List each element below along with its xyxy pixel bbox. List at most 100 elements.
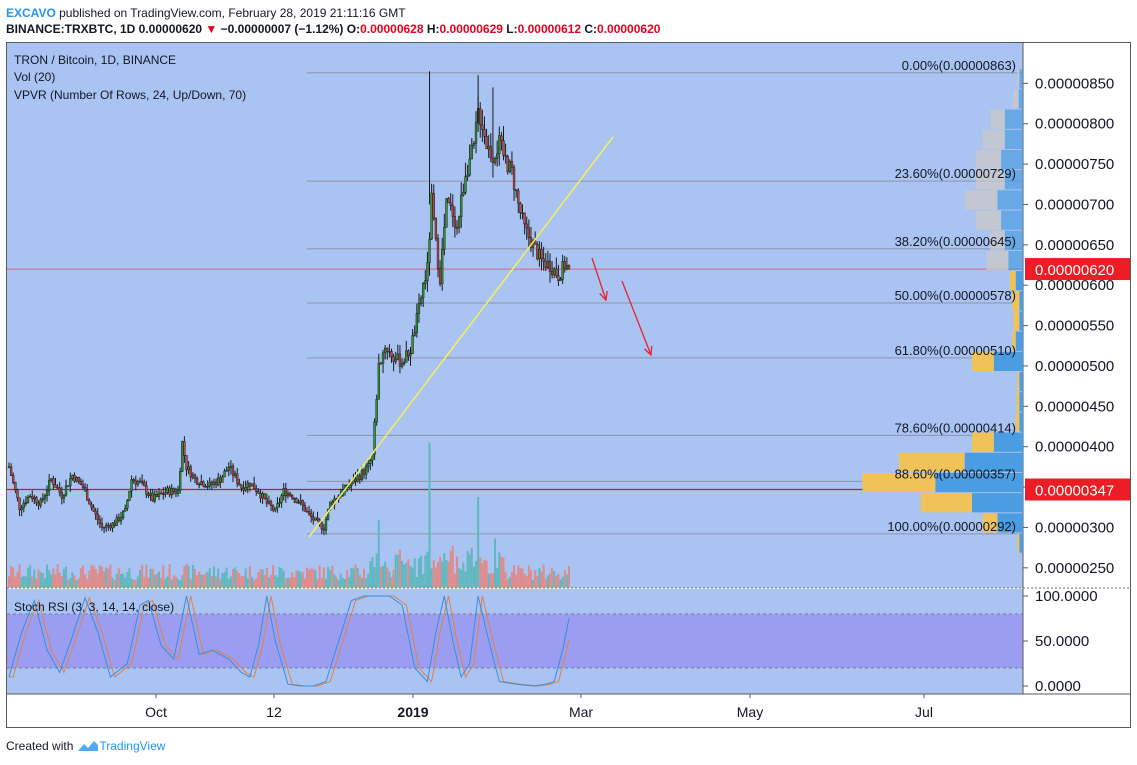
candle-body [45,490,49,496]
volume-bar [193,568,196,587]
candle-body [312,516,315,521]
volume-bar [365,578,368,587]
chart-header: EXCAVO published on TradingView.com, Feb… [6,5,1126,37]
volume-bar [344,579,346,587]
volume-bar [219,579,222,587]
volume-bar [221,572,224,587]
volume-bar [187,565,190,587]
volume-bar [447,561,450,587]
volume-bar [523,573,526,587]
volume-bar [24,576,27,587]
vpvr-up-bar [1001,149,1023,170]
candle-body [447,198,450,204]
candle-body [282,488,285,496]
volume-bar [462,562,465,587]
candle-body [381,352,385,364]
volume-bar [396,555,399,587]
volume-bar [33,569,36,587]
volume-bar [56,564,59,587]
candle-body [301,500,304,506]
vpvr-down-bar [898,452,965,472]
volume-bar [542,564,545,587]
candle-body [35,497,38,504]
volume-bar [160,577,163,587]
candle-body [288,493,292,496]
candle-body [534,240,537,245]
price-tick-label: 0.00000550 [1035,318,1114,335]
candle-body [331,501,334,505]
candle-body [39,499,42,506]
price-tag[interactable] [1025,258,1130,281]
candle-body [445,198,448,228]
candle-body [358,475,361,480]
down-arrow-1[interactable] [591,257,607,301]
volume-bar [81,565,84,587]
candle-body [493,158,497,163]
volume-bar [405,562,408,587]
vpvr-up-bar [1004,170,1023,190]
candle-body [202,481,205,487]
tradingview-logo[interactable]: TradingView [77,739,165,753]
candle-body [466,174,469,178]
candle-body [20,507,23,511]
stoch-band [7,614,1023,668]
volume-bar [470,547,473,587]
volume-bar [48,569,51,587]
volume-bar [375,553,378,587]
vpvr-down-bar [990,230,1005,250]
candle-body [474,122,478,144]
candle-body [140,480,144,483]
vpvr-up-bar [1018,89,1023,109]
price-tag[interactable] [1025,478,1130,501]
volume-bar [43,578,46,587]
volume-bar [8,576,10,587]
volume-bar [436,561,439,587]
open-label: O: [346,22,361,36]
volume-bar [29,565,32,587]
trendline[interactable] [308,136,614,538]
volume-bar [261,569,264,587]
volume-bar [105,567,108,587]
candle-body [98,519,102,524]
volume-bar [477,497,480,587]
volume-bar [41,573,44,587]
vpvr-up-bar [1004,129,1023,149]
volume-bar [561,576,564,587]
candle-body [113,522,116,526]
candle-body [248,482,252,487]
volume-bar [308,569,311,587]
vpvr-down-bar [971,432,994,452]
main-plot-area[interactable] [7,43,1023,588]
volume-bar [479,557,482,587]
volume-bar [168,564,171,587]
down-arrow-1-head [599,290,608,302]
volume-bar [451,545,454,587]
down-arrow-2[interactable] [621,280,652,356]
volume-bar [532,579,535,587]
volume-bar [441,561,444,587]
author-name[interactable]: EXCAVO [6,6,56,20]
candle-body [233,473,237,476]
volume-bar [500,556,503,587]
candle-body [424,280,427,284]
vpvr-up-bar [1019,291,1023,311]
vpvr-up-bar [1004,230,1023,250]
fib-level-label: 23.60%(0.00000729) [895,166,1016,181]
volume-bar [240,576,243,587]
candle-body [293,497,296,500]
candle-body [479,108,482,126]
candle-body [428,238,431,263]
candle-body [498,135,501,155]
candle-body [305,510,309,513]
vpvr-up-bar [935,472,1023,493]
volume-bar [508,576,511,587]
vpvr-down-bar [975,170,1005,190]
volume-bar [291,572,294,587]
volume-bar [335,577,338,587]
volume-bar [449,550,452,587]
candle-body [348,485,351,489]
volume-bar [439,556,442,587]
low-label: L: [506,22,518,36]
volume-bar [356,568,359,587]
